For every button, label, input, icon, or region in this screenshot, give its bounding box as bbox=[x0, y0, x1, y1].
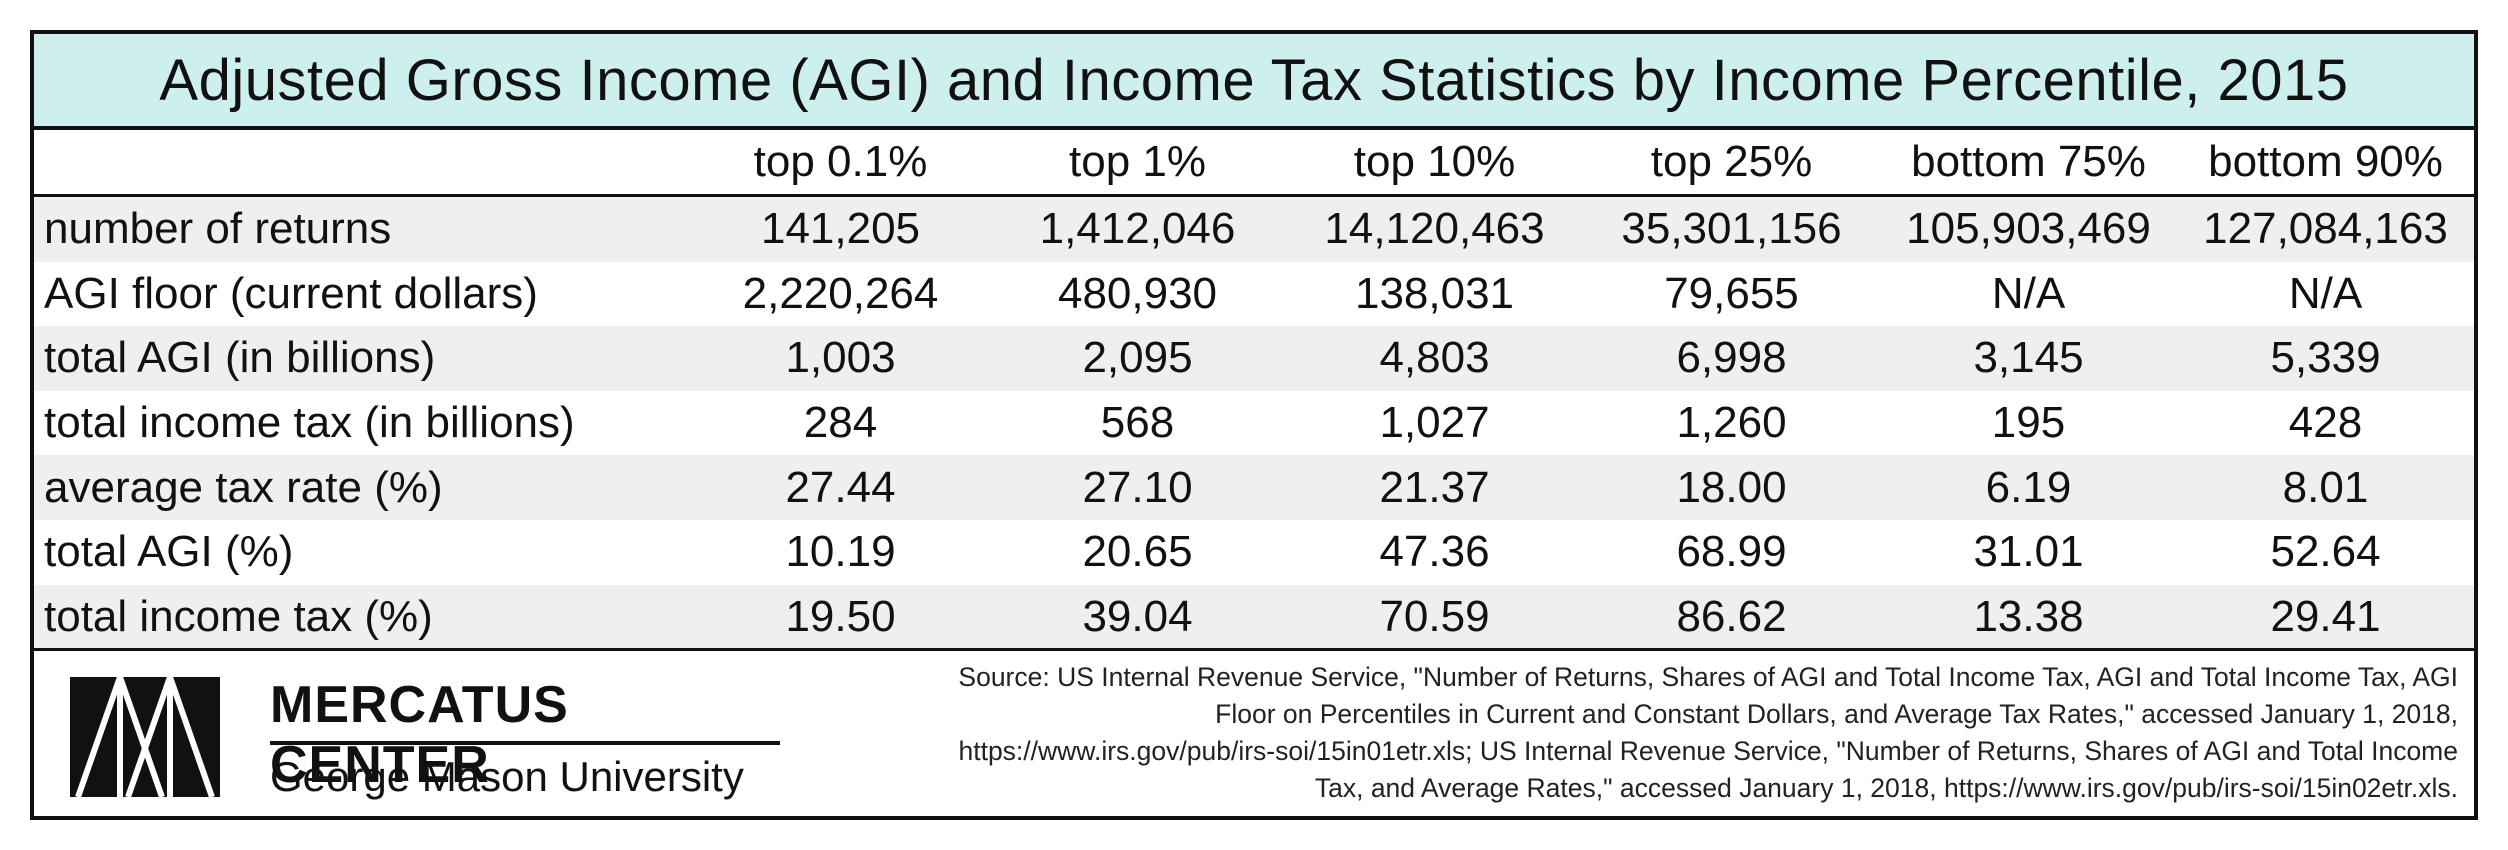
table-cell: N/A bbox=[2288, 268, 2363, 318]
table-frame: Adjusted Gross Income (AGI) and Income T… bbox=[30, 30, 2478, 820]
column-header: top 0.1% bbox=[692, 130, 989, 197]
header-corner bbox=[34, 130, 692, 197]
table-cell: 4,803 bbox=[1379, 333, 1490, 383]
table-cell: 29.41 bbox=[2270, 591, 2381, 641]
table-cell: 568 bbox=[1100, 398, 1175, 448]
column-header: top 1% bbox=[989, 130, 1286, 197]
table-cell: 79,655 bbox=[1664, 268, 1799, 318]
table-cell: 35,301,156 bbox=[1621, 204, 1842, 254]
row-label: total AGI (%) bbox=[44, 527, 294, 577]
logo-divider bbox=[270, 741, 780, 745]
table-cell: 21.37 bbox=[1379, 462, 1490, 512]
table-cell: 127,084,163 bbox=[2203, 204, 2448, 254]
table-cell: 5,339 bbox=[2270, 333, 2381, 383]
table-cell: 52.64 bbox=[2270, 527, 2381, 577]
table-row: total income tax (in billions) 284 568 1,02… bbox=[34, 390, 2474, 456]
row-label: total AGI (in billions) bbox=[44, 333, 436, 383]
source-note: Source: US Internal Revenue Service, "Nu… bbox=[958, 662, 2458, 803]
table-cell: 284 bbox=[803, 398, 878, 448]
table-cell: 47.36 bbox=[1379, 527, 1490, 577]
table-cell: 1,003 bbox=[785, 333, 896, 383]
table-cell: 1,027 bbox=[1379, 398, 1490, 448]
row-label: total income tax (in billions) bbox=[44, 398, 575, 448]
table-cell: 6,998 bbox=[1676, 333, 1787, 383]
title-bar: Adjusted Gross Income (AGI) and Income T… bbox=[34, 34, 2474, 130]
table-cell: 1,412,046 bbox=[1039, 204, 1236, 254]
table-cell: 8.01 bbox=[2282, 462, 2369, 512]
table-cell: 86.62 bbox=[1676, 591, 1787, 641]
table-row: average tax rate (%) 27.44 27.10 21.37 18.00… bbox=[34, 455, 2474, 520]
table-cell: 27.10 bbox=[1082, 462, 1193, 512]
table-cell: 141,205 bbox=[760, 204, 921, 254]
stats-table: top 0.1% top 1% top 10% top 25% bottom 7… bbox=[34, 130, 2474, 650]
table-cell: 20.65 bbox=[1082, 527, 1193, 577]
row-label: AGI floor (current dollars) bbox=[44, 268, 538, 318]
table-cell: 480,930 bbox=[1057, 268, 1218, 318]
logo-subtitle: George Mason University bbox=[270, 753, 744, 800]
table-row: number of returns 141,205 1,412,046 14,120,… bbox=[34, 195, 2474, 262]
row-label: total income tax (%) bbox=[44, 591, 433, 641]
table-cell: 2,095 bbox=[1082, 333, 1193, 383]
table-cell: 13.38 bbox=[1973, 591, 2084, 641]
table-cell: 18.00 bbox=[1676, 462, 1787, 512]
table-cell: 1,260 bbox=[1676, 398, 1787, 448]
table-row: total AGI (%) 10.19 20.65 47.36 68.99 31.01 52… bbox=[34, 519, 2474, 585]
table-row: total income tax (%) 19.50 39.04 70.59 86.62… bbox=[34, 584, 2474, 650]
table-title: Adjusted Gross Income (AGI) and Income T… bbox=[159, 47, 2349, 113]
mercatus-logo: MERCATUS CENTER George Mason University bbox=[70, 669, 790, 809]
table-cell: 70.59 bbox=[1379, 591, 1490, 641]
logo-name: MERCATUS CENTER bbox=[270, 676, 569, 794]
table-cell: 19.50 bbox=[785, 591, 896, 641]
footer: MERCATUS CENTER George Mason University … bbox=[34, 648, 2474, 820]
column-header: bottom 90% bbox=[2177, 130, 2474, 197]
table-body: number of returns 141,205 1,412,046 14,120,… bbox=[34, 195, 2474, 650]
table-cell: 138,031 bbox=[1354, 268, 1515, 318]
table-cell: N/A bbox=[1991, 268, 2066, 318]
table-cell: 10.19 bbox=[785, 527, 896, 577]
mercatus-logo-mark-icon bbox=[70, 677, 220, 797]
table-cell: 428 bbox=[2288, 398, 2363, 448]
column-header: top 10% bbox=[1286, 130, 1583, 197]
table-cell: 39.04 bbox=[1082, 591, 1193, 641]
row-label: average tax rate (%) bbox=[44, 462, 443, 512]
column-header: bottom 75% bbox=[1880, 130, 2177, 197]
table-cell: 68.99 bbox=[1676, 527, 1787, 577]
table-cell: 105,903,469 bbox=[1906, 204, 2151, 254]
row-label: number of returns bbox=[44, 204, 392, 254]
header-row: top 0.1% top 1% top 10% top 25% bottom 7… bbox=[34, 130, 2474, 197]
table-cell: 3,145 bbox=[1973, 333, 2084, 383]
table-cell: 27.44 bbox=[785, 462, 896, 512]
table-cell: 31.01 bbox=[1973, 527, 2084, 577]
column-header: top 25% bbox=[1583, 130, 1880, 197]
table-cell: 6.19 bbox=[1985, 462, 2072, 512]
table-row: AGI floor (current dollars) 2,220,264 480,… bbox=[34, 261, 2474, 327]
table-cell: 14,120,463 bbox=[1324, 204, 1545, 254]
table-row: total AGI (in billions) 1,003 2,095 4,803 6,… bbox=[34, 326, 2474, 391]
table-cell: 2,220,264 bbox=[742, 268, 939, 318]
table-cell: 195 bbox=[1991, 398, 2066, 448]
